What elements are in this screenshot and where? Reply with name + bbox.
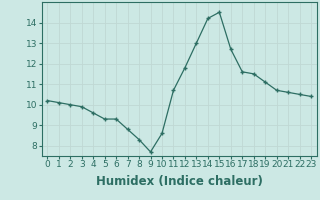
X-axis label: Humidex (Indice chaleur): Humidex (Indice chaleur): [96, 175, 263, 188]
